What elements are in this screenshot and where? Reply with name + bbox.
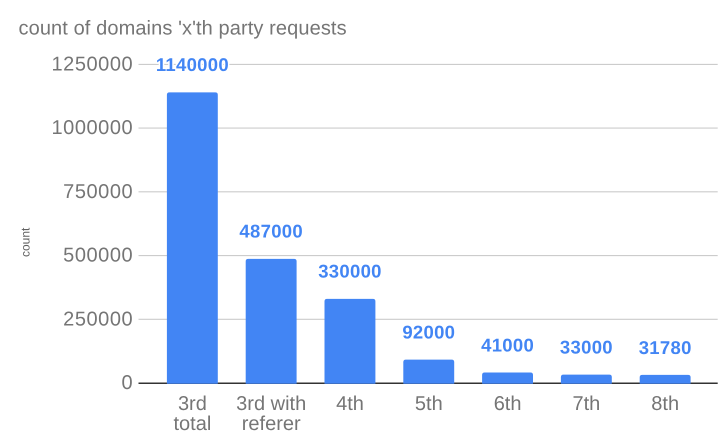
svg-text:750000: 750000 [63, 181, 133, 203]
svg-text:1250000: 1250000 [51, 54, 133, 76]
svg-text:3rd: 3rd [178, 393, 207, 415]
svg-text:referer: referer [242, 413, 301, 435]
svg-text:4th: 4th [336, 393, 364, 415]
svg-text:250000: 250000 [63, 308, 133, 330]
svg-text:5th: 5th [415, 393, 443, 415]
svg-text:31780: 31780 [639, 337, 692, 358]
svg-text:count of domains 'x'th party r: count of domains 'x'th party requests [19, 18, 347, 40]
svg-text:1000000: 1000000 [51, 117, 133, 139]
svg-text:total: total [173, 413, 211, 435]
svg-text:7th: 7th [572, 393, 600, 415]
svg-text:1140000: 1140000 [156, 54, 229, 75]
svg-text:487000: 487000 [239, 221, 303, 242]
svg-text:330000: 330000 [318, 260, 382, 281]
svg-text:count: count [19, 227, 33, 257]
svg-text:0: 0 [122, 372, 134, 394]
svg-text:92000: 92000 [402, 322, 455, 343]
svg-text:3rd with: 3rd with [236, 393, 306, 415]
svg-text:41000: 41000 [481, 334, 534, 355]
svg-text:500000: 500000 [63, 245, 133, 267]
svg-text:8th: 8th [651, 393, 679, 415]
svg-text:6th: 6th [494, 393, 522, 415]
svg-text:33000: 33000 [560, 337, 613, 358]
